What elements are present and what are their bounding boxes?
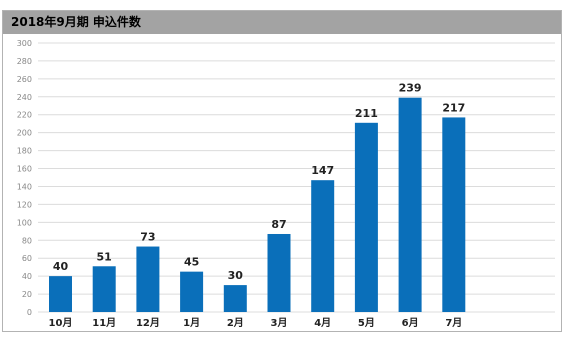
y-tick-label: 220 (17, 111, 32, 120)
y-tick-label: 20 (22, 290, 32, 299)
bar-11月 (92, 266, 116, 312)
data-label: 30 (228, 269, 244, 282)
bar-5月 (354, 122, 378, 312)
bar-10月 (49, 276, 72, 312)
y-tick-label: 240 (17, 93, 32, 102)
bar-2月 (223, 285, 247, 312)
bar-7月 (442, 117, 466, 312)
data-label: 147 (311, 164, 334, 177)
y-tick-label: 100 (17, 218, 32, 227)
bar-6月 (398, 97, 422, 313)
data-label: 45 (184, 256, 199, 269)
y-tick-label: 200 (17, 129, 32, 138)
data-label: 217 (442, 101, 465, 114)
bar-3月 (267, 233, 291, 312)
y-tick-label: 160 (17, 165, 32, 174)
y-tick-label: 120 (17, 200, 32, 209)
bar-12月 (136, 246, 160, 312)
y-tick-label: 0 (27, 308, 32, 317)
y-tick-label: 180 (17, 147, 32, 156)
y-tick-label: 40 (22, 272, 32, 281)
x-tick-label: 2月 (227, 317, 244, 329)
data-label: 211 (355, 107, 378, 120)
data-label: 51 (97, 250, 112, 263)
x-tick-label: 6月 (402, 317, 419, 329)
x-tick-label: 1月 (183, 317, 200, 329)
data-label: 40 (53, 260, 69, 273)
bar-1月 (180, 271, 204, 312)
x-tick-label: 11月 (92, 317, 116, 329)
y-tick-label: 80 (22, 236, 32, 245)
chart-title: 2018年9月期 申込件数 (3, 11, 561, 34)
x-tick-label: 3月 (271, 317, 288, 329)
y-tick-label: 280 (17, 57, 32, 66)
data-label: 239 (399, 82, 422, 95)
data-label: 87 (271, 218, 286, 231)
x-tick-label: 10月 (49, 317, 73, 329)
y-tick-label: 60 (22, 254, 32, 263)
y-tick-label: 300 (17, 39, 32, 48)
x-tick-label: 5月 (358, 317, 375, 329)
y-tick-label: 260 (17, 75, 32, 84)
x-tick-label: 12月 (136, 317, 160, 329)
x-tick-label: 4月 (314, 317, 331, 329)
y-tick-label: 140 (17, 182, 32, 191)
bar-4月 (311, 180, 335, 312)
x-tick-label: 7月 (445, 317, 462, 329)
data-label: 73 (140, 231, 155, 244)
